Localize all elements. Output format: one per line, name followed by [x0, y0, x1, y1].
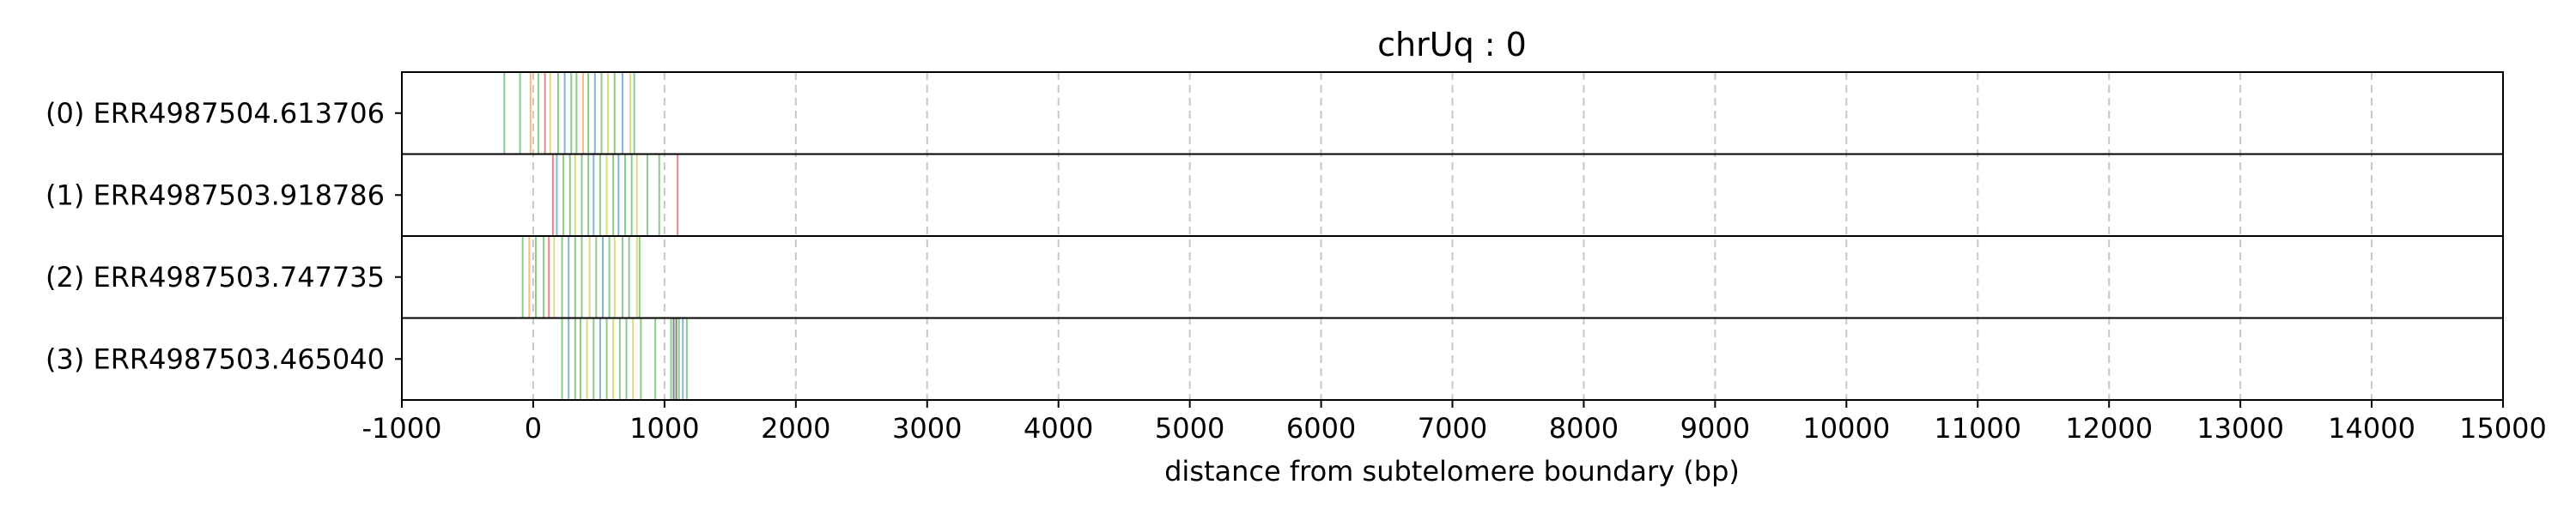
x-tick-label: 9000: [1680, 412, 1750, 445]
x-tick-label: 11000: [1934, 412, 2021, 445]
x-tick-label: 15000: [2459, 412, 2547, 445]
data-marks: [503, 72, 688, 400]
chart-title: chrUq : 0: [1377, 26, 1527, 64]
x-tick-label: 10000: [1802, 412, 1890, 445]
x-tick-label: 14000: [2328, 412, 2415, 445]
x-tick-label: 12000: [2065, 412, 2153, 445]
x-tick-label: 1000: [629, 412, 699, 445]
x-tick-label: 7000: [1418, 412, 1487, 445]
x-tick-label: 3000: [892, 412, 962, 445]
row-label: (2) ERR4987503.747735: [46, 261, 385, 294]
x-tick-label: 4000: [1024, 412, 1093, 445]
row-label: (0) ERR4987504.613706: [46, 97, 385, 130]
row-label: (1) ERR4987503.918786: [46, 179, 385, 211]
x-axis-label: distance from subtelomere boundary (bp): [1164, 455, 1740, 488]
x-axis-ticks: -1000 0 1000 2000 3000 4000 5000 6000 7000 8000 90…: [362, 400, 2547, 445]
x-tick-label: 8000: [1549, 412, 1619, 445]
x-tick-label: 5000: [1155, 412, 1224, 445]
x-tick-label: 0: [525, 412, 542, 445]
x-tick-label: 6000: [1286, 412, 1356, 445]
row-label: (3) ERR4987503.465040: [46, 342, 385, 375]
x-tick-label: 13000: [2196, 412, 2284, 445]
x-tick-label: -1000: [362, 412, 442, 445]
x-tick-label: 2000: [761, 412, 830, 445]
grid: [532, 72, 2373, 400]
row-labels: (0) ERR4987504.613706 (1) ERR4987503.9187…: [46, 97, 402, 375]
